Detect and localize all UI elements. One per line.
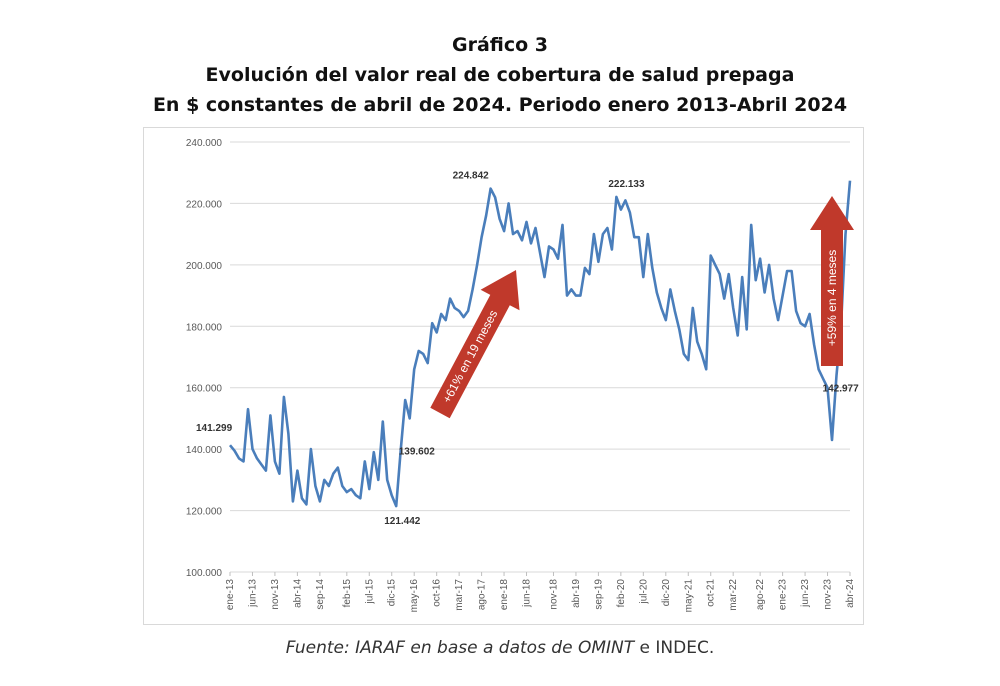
source-italic: Fuente: IARAF en base a datos de OMINT bbox=[285, 638, 635, 658]
x-tick-label: oct-21 bbox=[706, 579, 717, 607]
data-label: 142.977 bbox=[823, 383, 860, 394]
x-tick-label: nov-13 bbox=[270, 579, 281, 610]
arrow-shape bbox=[430, 270, 520, 419]
data-label: 224.842 bbox=[453, 171, 490, 182]
x-tick-label: may-16 bbox=[409, 579, 420, 613]
source-note: Fuente: IARAF en base a datos de OMINT e… bbox=[0, 638, 1000, 658]
y-tick-label: 200.000 bbox=[186, 261, 223, 272]
x-tick-label: abr-14 bbox=[292, 579, 303, 608]
chart-figure-number: Gráfico 3 bbox=[451, 34, 549, 56]
chart-frame: 100.000 120.000 140.000 160.000 180.000 200.0… bbox=[143, 127, 864, 625]
x-tick-label: nov-18 bbox=[548, 579, 559, 610]
x-tick-label: ago-22 bbox=[755, 579, 766, 611]
y-tick-label: 140.000 bbox=[186, 445, 223, 456]
chart-title-block: Gráfico 3 Evolución del valor real de co… bbox=[0, 30, 1000, 120]
x-tick-label: jul-15 bbox=[364, 579, 375, 605]
x-tick-label: jun-13 bbox=[247, 579, 258, 608]
y-tick-label: 180.000 bbox=[186, 322, 223, 333]
x-tick-label: abr-19 bbox=[571, 579, 582, 608]
x-tick-label: dic-20 bbox=[661, 579, 672, 607]
x-tick-label: ago-17 bbox=[477, 579, 488, 611]
x-tick-label: nov-23 bbox=[823, 579, 834, 610]
x-tick-label: dic-15 bbox=[387, 579, 398, 607]
x-tick-label: sep-19 bbox=[593, 579, 604, 610]
chart-title: Evolución del valor real de cobertura de… bbox=[205, 64, 795, 86]
y-tick-label: 240.000 bbox=[186, 138, 223, 149]
x-tick-label: jun-18 bbox=[522, 579, 533, 608]
x-tick-label: jul-20 bbox=[638, 579, 649, 605]
arrow-label: +61% en 19 meses bbox=[440, 308, 501, 406]
x-tick-label: may-21 bbox=[683, 579, 694, 613]
data-label: 141.299 bbox=[196, 423, 233, 434]
x-tick-label: mar-22 bbox=[728, 579, 739, 611]
x-tick-label: ene-13 bbox=[225, 579, 236, 611]
data-label: 222.133 bbox=[608, 179, 645, 190]
x-tick-label: oct-16 bbox=[432, 579, 443, 607]
y-tick-label: 160.000 bbox=[186, 384, 223, 395]
line-chart: 100.000 120.000 140.000 160.000 180.000 200.0… bbox=[186, 128, 863, 613]
arrow-shape bbox=[810, 196, 854, 366]
x-tick-label: feb-20 bbox=[616, 579, 627, 608]
x-tick-label: mar-17 bbox=[454, 579, 465, 611]
x-tick-label: sep-14 bbox=[315, 579, 326, 610]
source-normal: e INDEC. bbox=[634, 638, 715, 658]
y-tick-label: 100.000 bbox=[186, 568, 223, 579]
chart-subtitle: En $ constantes de abril de 2024. Period… bbox=[152, 94, 848, 116]
x-tick-label: feb-15 bbox=[342, 579, 353, 608]
data-label: 227.391 bbox=[858, 128, 863, 131]
arrow-up-4-months: +59% en 4 meses bbox=[810, 196, 854, 366]
data-label: 139.602 bbox=[399, 446, 436, 457]
x-tick-label: jun-23 bbox=[800, 579, 811, 608]
data-label: 121.442 bbox=[384, 516, 421, 527]
arrow-up-19-months: +61% en 19 meses bbox=[430, 270, 520, 419]
x-tick-label: ene-23 bbox=[778, 579, 789, 611]
y-tick-label: 220.000 bbox=[186, 199, 223, 210]
x-tick-label: abr-24 bbox=[845, 579, 856, 608]
arrow-label: +59% en 4 meses bbox=[825, 250, 839, 346]
series-line bbox=[228, 180, 852, 508]
y-tick-label: 120.000 bbox=[186, 507, 223, 518]
x-tick-label: ene-18 bbox=[499, 579, 510, 611]
